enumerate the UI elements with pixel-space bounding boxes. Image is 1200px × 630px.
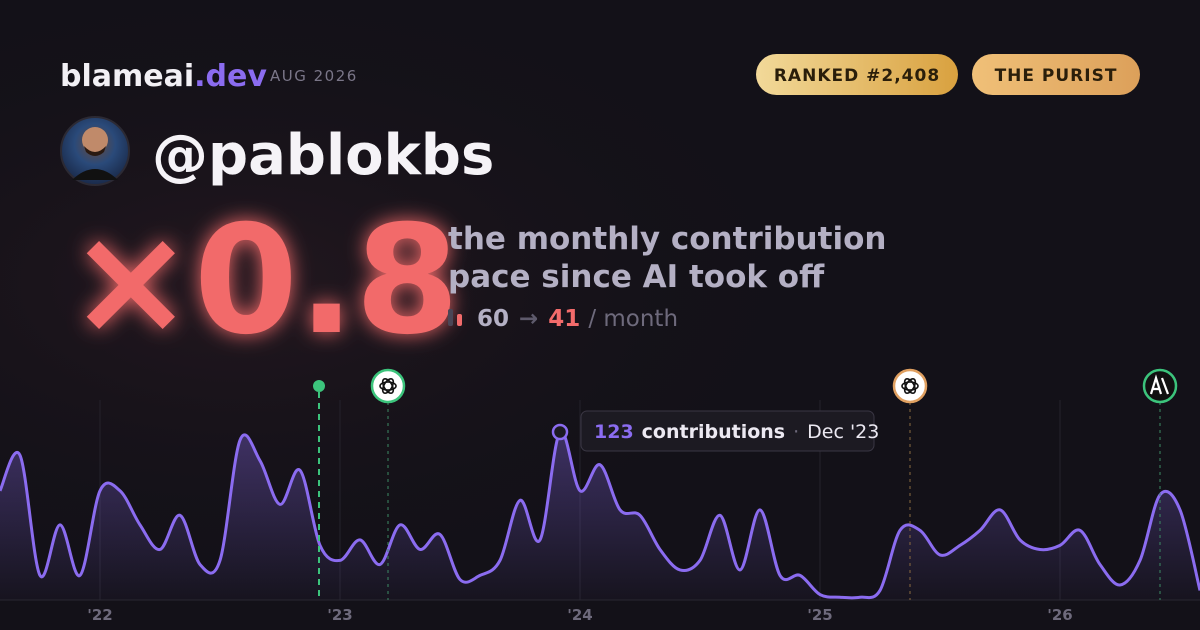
avatar [60, 116, 130, 186]
handle: @pablokbs [152, 123, 494, 188]
rank-badge [756, 54, 958, 95]
x-tick-label: '23 [327, 606, 352, 624]
pace-unit: / month [588, 306, 678, 332]
headline-line1: the monthly contribution [448, 221, 886, 257]
tooltip-text: 123 contributions · Dec '23 [594, 421, 879, 443]
title-text: THE PURIST [995, 66, 1118, 86]
openai-logo [901, 377, 919, 395]
brand-tld: .dev [194, 59, 267, 94]
tooltip-date: Dec '23 [807, 421, 879, 443]
area [0, 431, 1200, 600]
x-tick-label: '22 [87, 606, 112, 624]
highlight-point [551, 423, 569, 441]
brand: blameai.dev [60, 59, 267, 94]
pace: 60 → 41 / month [477, 306, 678, 332]
x-tick-label: '26 [1047, 606, 1072, 624]
pace-arrow: → [519, 306, 538, 332]
multiplier: ×0.8 [68, 194, 459, 368]
anthropic-icon [1142, 368, 1178, 404]
pace-after: 41 [548, 306, 580, 332]
event-dot [313, 380, 325, 392]
rank-text: RANKED #2,408 [774, 66, 940, 86]
tooltip-separator: · [793, 421, 799, 443]
tooltip-value: 123 [594, 421, 634, 443]
openai-logo [379, 377, 397, 395]
tooltip-label: contributions [642, 421, 785, 443]
pace-before: 60 [477, 306, 509, 332]
brand-name: blameai [60, 59, 194, 94]
title-badge [972, 54, 1140, 95]
tooltip-box [580, 410, 875, 452]
pace-icon-after [457, 314, 462, 326]
x-tick-label: '24 [567, 606, 592, 624]
event-markers [313, 368, 1178, 600]
chart: '22 '23 '24 '25 '26 [0, 400, 1200, 624]
tooltip: 123 contributions · Dec '23 [580, 410, 879, 452]
openai-icon [370, 368, 406, 404]
anthropic-logo [1149, 374, 1170, 395]
x-tick-label: '25 [807, 606, 832, 624]
line [0, 430, 1200, 600]
period: AUG 2026 [270, 67, 358, 85]
headline-line2: pace since AI took off [448, 259, 825, 295]
pace-icon-before [448, 309, 453, 326]
openai-icon [892, 368, 928, 404]
